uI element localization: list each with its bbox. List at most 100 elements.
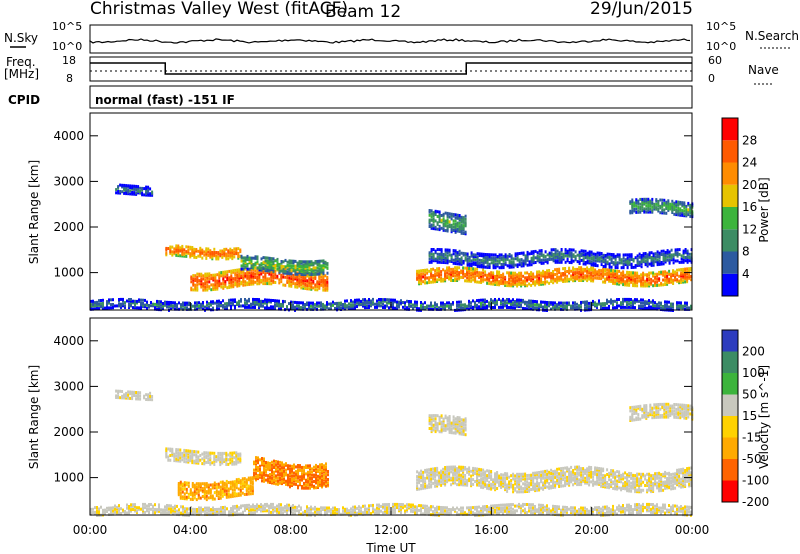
heatmap-cell bbox=[193, 486, 196, 490]
heatmap-cell bbox=[646, 262, 649, 266]
heatmap-cell bbox=[542, 273, 545, 276]
heatmap-cell bbox=[628, 282, 631, 286]
heatmap-cell bbox=[278, 302, 280, 306]
heatmap-cell bbox=[291, 468, 293, 471]
heatmap-cell bbox=[183, 448, 186, 452]
heatmap-cell bbox=[446, 219, 449, 223]
heatmap-cell bbox=[319, 484, 321, 488]
heatmap-cell bbox=[311, 470, 313, 474]
heatmap-cell bbox=[434, 275, 437, 279]
heatmap-cell bbox=[240, 264, 243, 268]
heatmap-cell bbox=[232, 285, 235, 289]
heatmap-cell bbox=[657, 199, 660, 203]
heatmap-cell bbox=[608, 306, 610, 310]
heatmap-cell bbox=[374, 305, 376, 309]
heatmap-cell bbox=[640, 262, 643, 265]
heatmap-cell bbox=[177, 488, 180, 492]
heatmap-cell bbox=[606, 254, 609, 258]
heatmap-cell bbox=[460, 262, 463, 266]
heatmap-cell bbox=[258, 299, 260, 303]
heatmap-cell bbox=[474, 305, 476, 309]
heatmap-cell bbox=[624, 283, 627, 287]
heatmap-cell bbox=[686, 260, 689, 264]
beam-label: Beam 12 bbox=[325, 2, 401, 22]
heatmap-cell bbox=[354, 298, 356, 302]
heatmap-cell bbox=[249, 478, 252, 481]
heatmap-cell bbox=[660, 272, 663, 276]
heatmap-cell bbox=[542, 253, 545, 257]
heatmap-cell bbox=[588, 306, 590, 310]
heatmap-cell bbox=[311, 467, 313, 471]
heatmap-cell bbox=[308, 277, 311, 281]
heatmap-cell bbox=[682, 267, 685, 271]
heatmap-cell bbox=[540, 258, 543, 262]
heatmap-cell bbox=[568, 261, 571, 264]
heatmap-cell bbox=[137, 397, 140, 401]
heatmap-cell bbox=[192, 304, 194, 308]
heatmap-cell bbox=[454, 266, 457, 270]
heatmap-cell bbox=[247, 476, 250, 480]
heatmap-cell bbox=[211, 461, 214, 465]
heatmap-cell bbox=[249, 481, 252, 485]
heatmap-cell bbox=[325, 468, 327, 472]
heatmap-cell bbox=[526, 263, 529, 267]
heatmap-cell bbox=[108, 306, 110, 310]
heatmap-cell bbox=[434, 213, 437, 216]
heatmap-cell bbox=[164, 302, 166, 306]
heatmap-cell bbox=[169, 449, 172, 453]
heatmap-cell bbox=[546, 272, 549, 276]
heatmap-cell bbox=[446, 213, 449, 217]
heatmap-cell bbox=[516, 300, 518, 304]
heatmap-cell bbox=[494, 279, 497, 283]
heatmap-cell bbox=[436, 260, 439, 264]
heatmap-cell bbox=[315, 463, 317, 467]
heatmap-cell bbox=[590, 306, 592, 310]
heatmap-cell bbox=[520, 271, 523, 275]
heatmap-cell bbox=[197, 461, 200, 465]
heatmap-cell bbox=[209, 462, 212, 466]
heatmap-cell bbox=[572, 301, 574, 305]
heatmap-cell bbox=[165, 450, 168, 454]
heatmap-cell bbox=[321, 480, 323, 484]
freq-trace bbox=[90, 62, 692, 75]
heatmap-cell bbox=[308, 273, 311, 276]
heatmap-cell bbox=[221, 483, 224, 487]
heatmap-cell bbox=[584, 256, 587, 260]
heatmap-cell bbox=[432, 252, 435, 256]
heatmap-cell bbox=[480, 306, 482, 310]
heatmap-cell bbox=[382, 302, 384, 306]
heatmap-cell bbox=[209, 249, 212, 253]
heatmap-cell bbox=[262, 262, 265, 266]
heatmap-cell bbox=[181, 490, 184, 494]
heatmap-cell bbox=[667, 207, 670, 211]
heatmap-cell bbox=[326, 287, 329, 291]
heatmap-cell bbox=[630, 301, 632, 305]
heatmap-cell bbox=[672, 278, 675, 282]
heatmap-cell bbox=[670, 277, 673, 281]
heatmap-cell bbox=[472, 268, 475, 272]
heatmap-cell bbox=[278, 266, 281, 270]
heatmap-cell bbox=[554, 277, 557, 281]
heatmap-cell bbox=[680, 306, 682, 310]
heatmap-cell bbox=[290, 270, 293, 274]
heatmap-cell bbox=[190, 288, 193, 292]
heatmap-cell bbox=[536, 257, 539, 261]
heatmap-cell bbox=[294, 283, 297, 287]
heatmap-cell bbox=[422, 307, 424, 311]
heatmap-cell bbox=[239, 490, 242, 494]
heatmap-cell bbox=[556, 275, 559, 279]
heatmap-cell bbox=[657, 204, 660, 208]
heatmap-cell bbox=[194, 274, 197, 278]
heatmap-cell bbox=[606, 255, 609, 259]
heatmap-cell bbox=[518, 303, 520, 307]
heatmap-cell bbox=[676, 254, 679, 258]
heatmap-cell bbox=[454, 269, 457, 273]
heatmap-cell bbox=[645, 207, 648, 211]
heatmap-cell bbox=[279, 476, 281, 480]
heatmap-cell bbox=[474, 304, 476, 307]
heatmap-cell bbox=[307, 470, 309, 474]
heatmap-cell bbox=[452, 249, 455, 253]
heatmap-cell bbox=[604, 260, 607, 264]
heatmap-cell bbox=[119, 191, 122, 195]
heatmap-cell bbox=[248, 282, 251, 286]
